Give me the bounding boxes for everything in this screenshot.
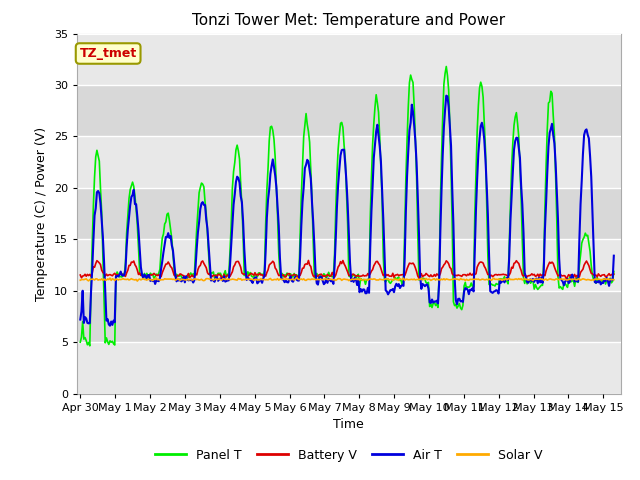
Bar [77,188,621,240]
Text: TZ_tmet: TZ_tmet [79,47,137,60]
Bar [77,136,621,188]
Legend: Panel T, Battery V, Air T, Solar V: Panel T, Battery V, Air T, Solar V [150,444,548,467]
X-axis label: Time: Time [333,418,364,431]
Title: Tonzi Tower Met: Temperature and Power: Tonzi Tower Met: Temperature and Power [192,13,506,28]
Bar [77,240,621,291]
Bar [77,85,621,136]
Bar [77,291,621,342]
Y-axis label: Temperature (C) / Power (V): Temperature (C) / Power (V) [35,127,48,300]
Bar [77,342,621,394]
Bar [77,34,621,85]
